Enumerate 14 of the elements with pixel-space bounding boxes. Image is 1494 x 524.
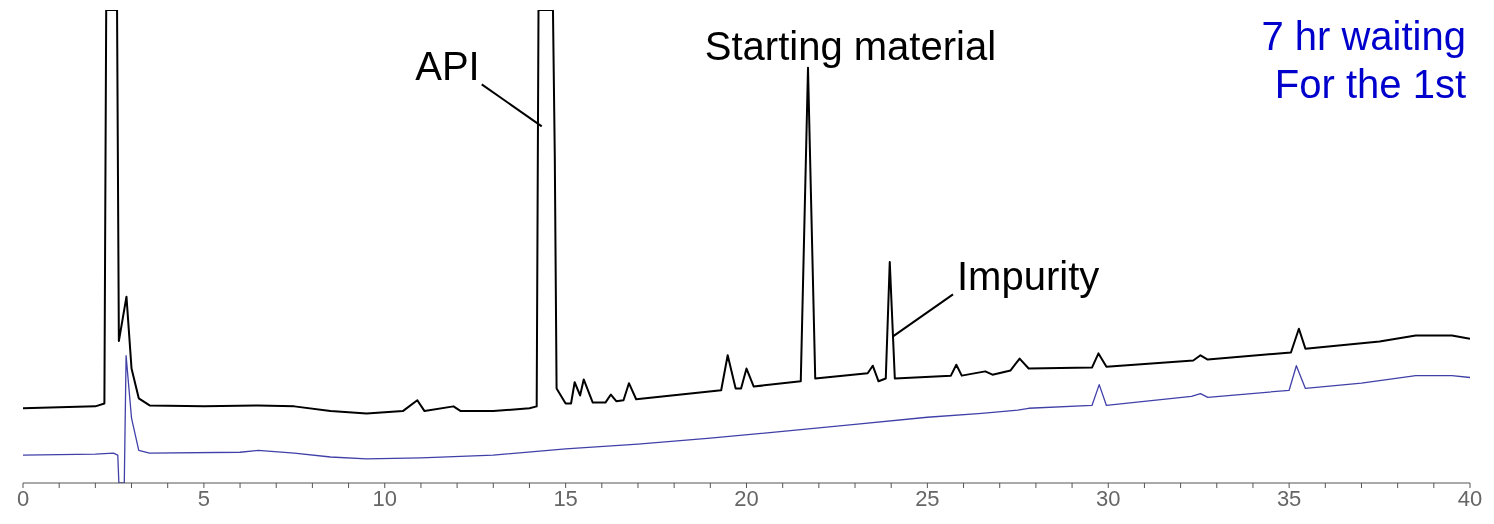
annotation: API (415, 44, 480, 89)
annotation: 7 hr waiting (1261, 14, 1466, 58)
x-tick-label: 35 (1276, 485, 1302, 511)
x-tick-label: 25 (915, 485, 940, 511)
x-tick-label: 5 (197, 485, 210, 511)
x-tick-label: 30 (1096, 485, 1121, 511)
x-tick-label: 10 (372, 485, 397, 511)
x-tick-label: 40 (1457, 485, 1483, 511)
annotation: For the 1st (1274, 62, 1466, 106)
x-tick-label: 20 (734, 485, 759, 511)
annotation: Starting material (704, 23, 997, 68)
x-tick-label: 0 (16, 485, 30, 511)
annotation: Impurity (957, 254, 1100, 299)
x-tick-label: 15 (553, 485, 578, 511)
